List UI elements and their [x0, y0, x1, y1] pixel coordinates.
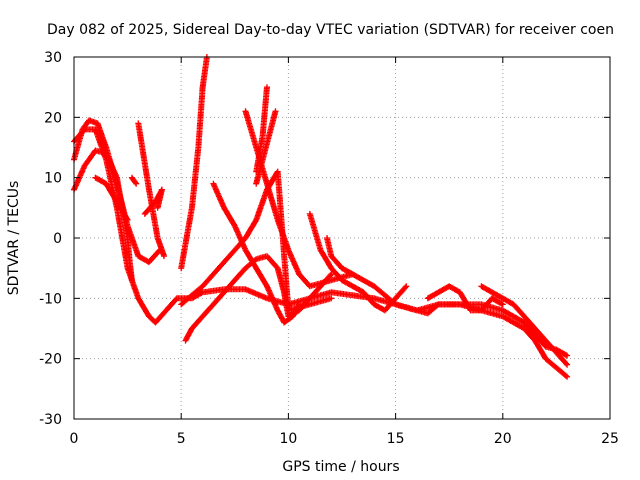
series-sat-K [210, 180, 303, 326]
chart-title: Day 082 of 2025, Sidereal Day-to-day VTE… [47, 22, 614, 38]
series-sat-G [141, 186, 165, 217]
y-tick-label: -30 [39, 412, 62, 428]
y-tick-label: 30 [44, 50, 62, 66]
series-sat-M [253, 84, 270, 175]
series-sat-E [135, 120, 167, 260]
series-sat-N [253, 108, 279, 187]
x-tick-label: 20 [494, 431, 512, 447]
y-tick-label: -10 [39, 291, 62, 307]
series-sat-D [92, 174, 131, 223]
series-sat-L [242, 108, 571, 380]
x-tick-label: 5 [177, 431, 186, 447]
x-tick-label: 25 [601, 431, 619, 447]
x-axis-label: GPS time / hours [282, 459, 399, 475]
series-sat-O [306, 210, 410, 314]
ticks: 0 5 10 15 20 25 -30 -20 -10 0 10 20 30 [39, 50, 619, 447]
y-tick-label: 10 [44, 171, 62, 187]
series-sat-F [128, 174, 140, 187]
series-sat-R [478, 283, 571, 368]
x-tick-label: 0 [70, 431, 79, 447]
y-axis-label: SDTVAR / TECUs [6, 181, 22, 296]
x-tick-label: 15 [387, 431, 405, 447]
x-tick-label: 10 [279, 431, 297, 447]
series-sat-Q [424, 283, 506, 314]
series-sat-J [178, 54, 210, 272]
grid [74, 57, 610, 419]
y-tick-label: 0 [53, 231, 62, 247]
y-tick-label: 20 [44, 110, 62, 126]
y-tick-label: -20 [39, 352, 62, 368]
data-marks [71, 54, 571, 380]
series-sat-P [324, 235, 356, 278]
